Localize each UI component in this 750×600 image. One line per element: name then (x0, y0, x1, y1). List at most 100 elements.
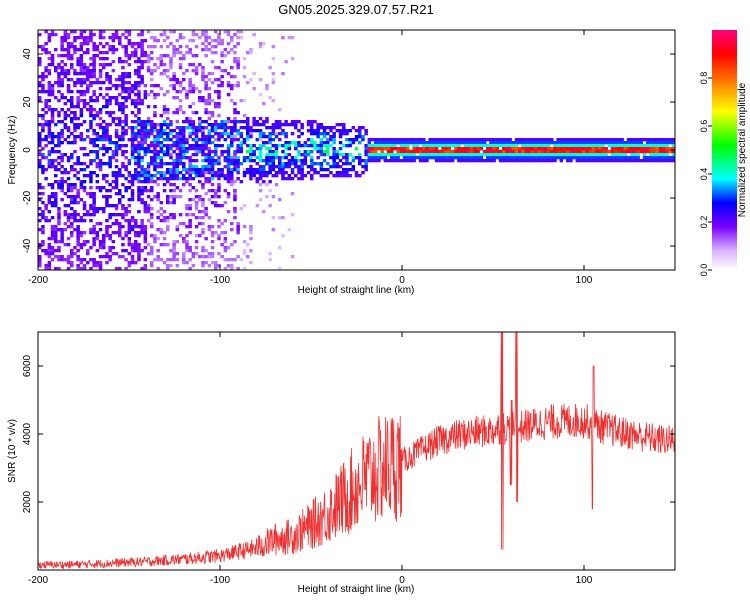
heatmap-cell (470, 150, 474, 154)
heatmap-cell (156, 66, 160, 70)
heatmap-cell (47, 153, 52, 157)
heatmap-cell (172, 168, 176, 172)
heatmap-cell (63, 54, 68, 58)
heatmap-cell (214, 45, 218, 49)
heatmap-cell (57, 258, 61, 262)
heatmap-cell (236, 60, 240, 64)
heatmap-cell (47, 129, 52, 133)
heatmap-cell (86, 135, 90, 139)
heatmap-cell (559, 150, 564, 154)
heatmap-cell (457, 147, 461, 151)
heatmap-cell (92, 258, 96, 262)
heatmap-cell (508, 141, 512, 145)
heatmap-cell (220, 42, 224, 46)
heatmap-cell (220, 81, 224, 85)
heatmap-cell (130, 258, 135, 262)
heatmap-cell (98, 135, 103, 139)
heatmap-cell (82, 213, 87, 217)
heatmap-cell (130, 135, 135, 139)
heatmap-cell (57, 78, 61, 82)
heatmap-cell (601, 153, 605, 157)
heatmap-cell (220, 204, 224, 208)
heatmap-cell (38, 219, 42, 223)
heatmap-cell (319, 150, 324, 154)
heatmap-cell (575, 147, 580, 151)
heatmap-cell (284, 147, 288, 151)
heatmap-cell (217, 66, 221, 70)
heatmap-cell (287, 159, 292, 163)
heatmap-cell (54, 225, 58, 229)
heatmap-cell (220, 54, 224, 58)
heatmap-cell (198, 144, 202, 148)
heatmap-cell (415, 138, 420, 142)
heatmap-cell (489, 159, 493, 163)
heatmap-cell (191, 63, 196, 67)
heatmap-cell (79, 168, 84, 172)
heatmap-cell (102, 138, 106, 142)
heatmap-cell (70, 234, 74, 238)
heatmap-cell (140, 174, 144, 178)
heatmap-cell (185, 69, 189, 73)
heatmap-cell (140, 54, 144, 58)
heatmap-cell (47, 183, 52, 187)
heatmap-cell (50, 183, 55, 187)
heatmap-cell (204, 84, 208, 88)
heatmap-cell (63, 72, 68, 76)
heatmap-cell (201, 168, 205, 172)
heatmap-cell (159, 33, 164, 37)
heatmap-cell (146, 132, 151, 136)
heatmap-cell (214, 120, 218, 124)
heatmap-cell (98, 168, 103, 172)
heatmap-cell (191, 198, 196, 202)
heatmap-cell (607, 156, 612, 160)
heatmap-cell (297, 135, 301, 139)
heatmap-cell (271, 150, 276, 154)
heatmap-cell (111, 246, 116, 250)
heatmap-cell (316, 147, 320, 151)
heatmap-cell (537, 141, 541, 145)
heatmap-cell (201, 264, 205, 268)
heatmap-cell (98, 36, 103, 40)
heatmap-cell (342, 132, 346, 136)
heatmap-cell (233, 189, 237, 193)
heatmap-cell (178, 126, 183, 130)
heatmap-cell (140, 189, 144, 193)
heatmap-cell (44, 207, 48, 211)
heatmap-cell (41, 75, 45, 79)
heatmap-cell (169, 171, 173, 175)
heatmap-cell (130, 120, 135, 124)
heatmap-cell (194, 150, 199, 154)
heatmap-cell (54, 198, 58, 202)
heatmap-cell (159, 162, 164, 166)
heatmap-cell (86, 51, 90, 55)
heatmap-cell (287, 144, 292, 148)
heatmap-cell (188, 231, 192, 235)
heatmap-cell (70, 198, 74, 202)
heatmap-cell (127, 81, 132, 85)
heatmap-cell (258, 129, 263, 133)
heatmap-cell (47, 33, 52, 37)
heatmap-cell (89, 150, 93, 154)
heatmap-cell (562, 156, 567, 160)
heatmap-cell (210, 114, 215, 118)
heatmap-cell (447, 153, 452, 157)
heatmap-cell (102, 96, 106, 100)
heatmap-cell (95, 99, 100, 103)
heatmap-cell (486, 156, 490, 160)
heatmap-cell (50, 90, 55, 94)
heatmap-cell (210, 189, 215, 193)
heatmap-cell (92, 243, 96, 247)
heatmap-cell (217, 90, 221, 94)
heatmap-cell (60, 120, 64, 124)
heatmap-cell (636, 153, 640, 157)
heatmap-cell (297, 150, 301, 154)
heatmap-cell (82, 30, 87, 34)
heatmap-cell (255, 156, 260, 160)
heatmap-cell (569, 138, 573, 142)
heatmap-cell (482, 150, 487, 154)
heatmap-cell (47, 237, 52, 241)
heatmap-cell (278, 132, 282, 136)
heatmap-cell (297, 120, 301, 124)
heatmap-cell (114, 213, 119, 217)
